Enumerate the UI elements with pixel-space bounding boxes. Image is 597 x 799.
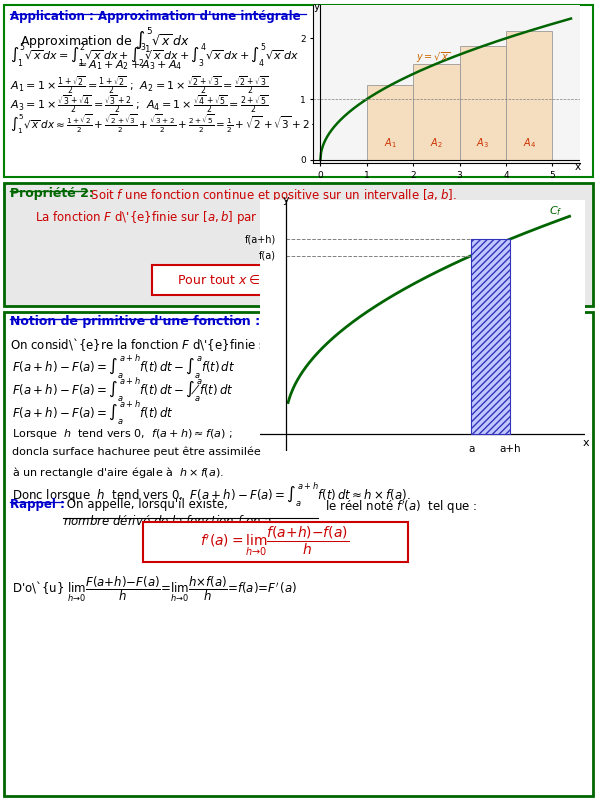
Text: $F(a+h) - F(a) = \int_a^{a+h} f(t)\,dt - \int_a^{a} f(t)\,dt$: $F(a+h) - F(a) = \int_a^{a+h} f(t)\,dt -…	[12, 352, 235, 380]
Text: $A_4$: $A_4$	[522, 137, 536, 150]
Text: On consid\`{e}re la fonction $F$ d\'{e}finie sur un intervalle $I$ par $F(x) = \: On consid\`{e}re la fonction $F$ d\'{e}f…	[10, 333, 510, 359]
Text: Soit $f$ une fonction continue et positive sur un intervalle $[a,b]$.: Soit $f$ une fonction continue et positi…	[87, 187, 457, 204]
Text: Pour tout $x \in [a,b]$, $F'(x) = f(x)$: Pour tout $x \in [a,b]$, $F'(x) = f(x)$	[177, 272, 367, 288]
Text: D'o\`{u} $\lim_{h \to 0} \dfrac{F(a+h) - F(a)}{h} = \lim_{h \to 0} \dfrac{h \tim: D'o\`{u} $\lim_{h \to 0} \dfrac{F(a+h) -…	[12, 574, 297, 604]
Text: f(a+h): f(a+h)	[245, 234, 276, 244]
Bar	[506, 31, 552, 160]
Text: f(a): f(a)	[259, 251, 276, 260]
Text: le réel noté $f'(a)$  tel que :: le réel noté $f'(a)$ tel que :	[318, 498, 477, 515]
Bar	[460, 46, 506, 160]
Text: $f'(a) = \lim_{h \to 0} \dfrac{f(a+h) - f(a)}{h}$: $f'(a) = \lim_{h \to 0} \dfrac{f(a+h) - …	[201, 524, 350, 558]
Text: $y=\sqrt{x}$: $y=\sqrt{x}$	[416, 51, 450, 66]
Text: $F(a+h) - F(a) = \int_a^{a+h} f(t)\,dt - \int_a^{a} \!\not{f(t)}\,dt$: $F(a+h) - F(a) = \int_a^{a+h} f(t)\,dt -…	[12, 375, 233, 403]
Text: a: a	[468, 444, 475, 455]
Text: x: x	[583, 438, 589, 447]
Text: Donc lorsque  $h$  tend vers 0,  $F(a+h) - F(a) = \int_a^{a+h} f(t)\,dt \approx : Donc lorsque $h$ tend vers 0, $F(a+h) - …	[12, 480, 411, 508]
Text: $A_3$: $A_3$	[476, 137, 490, 150]
Text: $\int_1^5 \sqrt{x}\,dx \approx \frac{1+\sqrt{2}}{2} + \frac{\sqrt{2}+\sqrt{3}}{2: $\int_1^5 \sqrt{x}\,dx \approx \frac{1+\…	[10, 112, 386, 136]
Text: y: y	[313, 2, 320, 12]
Bar	[4, 312, 593, 796]
Text: Application : Approximation d'une intégrale: Application : Approximation d'une intégr…	[10, 10, 301, 23]
Text: La fonction $F$ d\'{e}finie sur $[a,b]$ par $F(x) = \int_a^x f(t)\,dt$ est d\'{e: La fonction $F$ d\'{e}finie sur $[a,b]$ …	[35, 205, 565, 231]
Text: a+h: a+h	[499, 444, 521, 455]
Bar	[4, 5, 593, 177]
Text: $A_3 = 1 \times \frac{\sqrt{3}+\sqrt{4}}{2} = \frac{\sqrt{3}+2}{2}$ ;  $A_4 = 1 : $A_3 = 1 \times \frac{\sqrt{3}+\sqrt{4}}…	[10, 93, 268, 115]
Text: Propriété 2:: Propriété 2:	[10, 187, 94, 200]
Text: Approximation de $\int_1^5 \sqrt{x}\,dx$: Approximation de $\int_1^5 \sqrt{x}\,dx$	[20, 25, 190, 54]
Text: $A_1$: $A_1$	[384, 137, 396, 150]
Bar	[367, 85, 413, 160]
Text: Lorsque  $h$  tend vers 0,  $f(a+h) \approx f(a)$ ;
doncla surface hachuree peut: Lorsque $h$ tend vers 0, $f(a+h) \approx…	[12, 427, 261, 480]
Text: y: y	[283, 195, 290, 205]
Bar	[152, 265, 392, 295]
Text: $\approx A_1 + A_2 + A_3 + A_4$: $\approx A_1 + A_2 + A_3 + A_4$	[75, 58, 182, 72]
Text: x: x	[575, 162, 581, 173]
Text: $A_1 = 1 \times \frac{1+\sqrt{2}}{2} = \frac{1+\sqrt{2}}{2}$ ;  $A_2 = 1 \times : $A_1 = 1 \times \frac{1+\sqrt{2}}{2} = \…	[10, 74, 268, 96]
Bar	[143, 522, 408, 562]
Bar	[472, 239, 510, 434]
Text: $C_f$: $C_f$	[549, 205, 562, 218]
Text: $\int_1^5 \sqrt{x}\,dx = \int_1^2 \sqrt{x}\,dx + \int_2^3 \sqrt{x}\,dx + \int_3^: $\int_1^5 \sqrt{x}\,dx = \int_1^2 \sqrt{…	[10, 42, 299, 70]
Bar	[4, 183, 593, 306]
Text: Rappel :: Rappel :	[10, 498, 65, 511]
Text: $A_2$: $A_2$	[430, 137, 443, 150]
Bar	[413, 64, 460, 160]
Text: $F(a+h) - F(a) = \int_a^{a+h} f(t)\,dt$: $F(a+h) - F(a) = \int_a^{a+h} f(t)\,dt$	[12, 398, 174, 426]
Text: On appelle, lorsqu'il existe,: On appelle, lorsqu'il existe,	[63, 498, 232, 511]
Text: nombre dérivé de la fonction $f$ en $a$: nombre dérivé de la fonction $f$ en $a$	[63, 514, 272, 528]
Text: Notion de primitive d'une fonction :: Notion de primitive d'une fonction :	[10, 315, 260, 328]
